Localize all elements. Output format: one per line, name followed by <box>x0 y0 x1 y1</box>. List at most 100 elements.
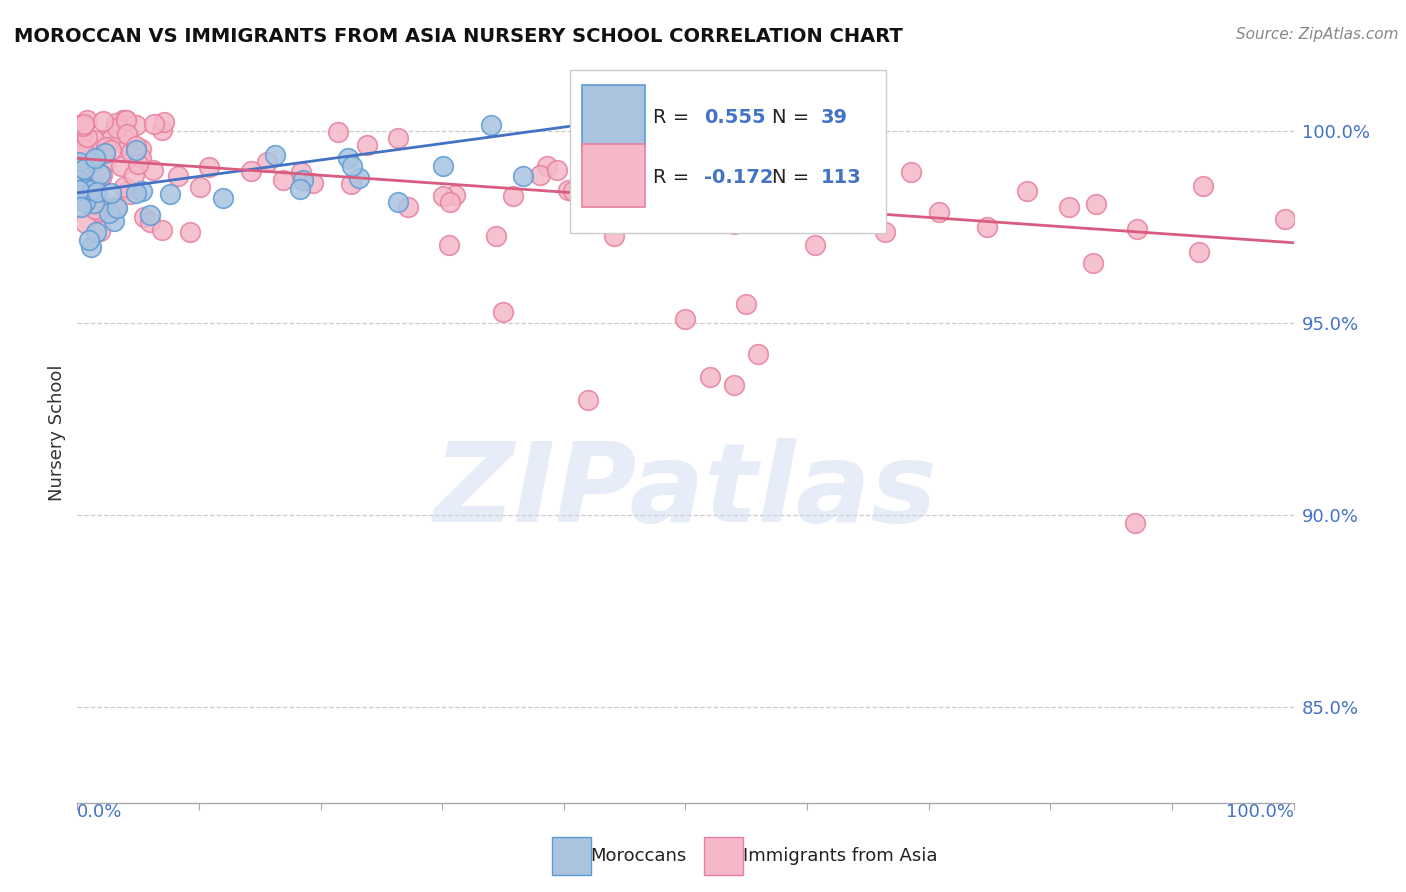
Text: N =: N = <box>772 109 815 128</box>
Text: MOROCCAN VS IMMIGRANTS FROM ASIA NURSERY SCHOOL CORRELATION CHART: MOROCCAN VS IMMIGRANTS FROM ASIA NURSERY… <box>14 27 903 45</box>
Point <box>485 228 508 243</box>
Point <box>142 163 165 178</box>
Point <box>114 138 136 153</box>
Point <box>70 147 93 161</box>
Point <box>98 201 121 215</box>
Point <box>72 158 94 172</box>
Point <box>256 154 278 169</box>
Point <box>264 147 287 161</box>
Point <box>1126 221 1149 235</box>
Point <box>437 238 460 252</box>
Point <box>120 145 142 159</box>
Point <box>152 123 174 137</box>
Y-axis label: Nursery School: Nursery School <box>48 364 66 501</box>
Point <box>67 128 90 143</box>
Point <box>139 208 162 222</box>
Point <box>86 204 108 219</box>
Point <box>727 177 749 191</box>
Point <box>873 225 896 239</box>
Text: Source: ZipAtlas.com: Source: ZipAtlas.com <box>1236 27 1399 42</box>
Point <box>179 225 201 239</box>
Point <box>603 229 626 244</box>
Point <box>69 200 91 214</box>
Point <box>142 117 165 131</box>
Point <box>72 182 94 196</box>
Point <box>928 205 950 219</box>
Point <box>84 202 107 217</box>
Point <box>94 156 117 170</box>
Text: Immigrants from Asia: Immigrants from Asia <box>742 847 936 865</box>
Point <box>70 127 93 141</box>
Point <box>76 113 98 128</box>
Point <box>675 312 697 326</box>
Point <box>129 142 152 156</box>
Point <box>723 377 745 392</box>
Point <box>100 143 122 157</box>
Point <box>139 214 162 228</box>
Text: 0.0%: 0.0% <box>77 803 122 821</box>
Point <box>73 161 96 176</box>
Point <box>1125 516 1147 530</box>
Point <box>159 186 181 201</box>
Point <box>747 347 769 361</box>
Point <box>110 159 132 173</box>
Point <box>723 217 745 231</box>
Point <box>83 133 105 147</box>
Point <box>84 225 107 239</box>
Point <box>67 193 90 207</box>
Point <box>900 165 922 179</box>
Point <box>80 239 103 253</box>
Point <box>90 169 112 184</box>
Point <box>122 168 145 182</box>
Point <box>83 195 105 210</box>
Point <box>153 115 176 129</box>
Point <box>1192 179 1215 194</box>
Point <box>132 210 155 224</box>
Text: 39: 39 <box>821 109 848 128</box>
Point <box>302 176 325 190</box>
Point <box>342 160 364 174</box>
Text: 113: 113 <box>821 168 860 186</box>
Point <box>188 180 211 194</box>
Point <box>290 165 312 179</box>
Point <box>1084 197 1107 211</box>
Point <box>77 233 100 247</box>
Point <box>80 180 103 194</box>
Point <box>97 206 120 220</box>
FancyBboxPatch shape <box>551 837 591 875</box>
Text: ZIPatlas: ZIPatlas <box>433 438 938 545</box>
Text: N =: N = <box>772 168 815 186</box>
Point <box>125 143 148 157</box>
Point <box>212 192 235 206</box>
Point <box>432 159 454 173</box>
Text: 100.0%: 100.0% <box>1226 803 1294 821</box>
Point <box>479 119 502 133</box>
Point <box>347 170 370 185</box>
FancyBboxPatch shape <box>582 144 645 207</box>
Point <box>80 183 103 197</box>
Point <box>432 188 454 202</box>
Point <box>735 297 758 311</box>
Point <box>546 163 568 178</box>
Text: Moroccans: Moroccans <box>591 847 686 865</box>
Point <box>1015 184 1038 198</box>
Point <box>150 223 173 237</box>
Point <box>576 392 599 407</box>
Point <box>557 183 579 197</box>
Point <box>396 200 419 214</box>
Point <box>288 182 311 196</box>
Point <box>1274 211 1296 226</box>
Point <box>75 216 97 230</box>
Point <box>70 176 93 190</box>
Point <box>336 151 359 165</box>
Point <box>104 115 127 129</box>
FancyBboxPatch shape <box>569 70 886 233</box>
Point <box>73 194 96 209</box>
Point <box>1081 256 1104 270</box>
FancyBboxPatch shape <box>703 837 742 875</box>
Point <box>100 186 122 201</box>
Point <box>131 184 153 198</box>
Point <box>827 190 849 204</box>
Point <box>84 152 107 166</box>
Point <box>69 188 91 202</box>
